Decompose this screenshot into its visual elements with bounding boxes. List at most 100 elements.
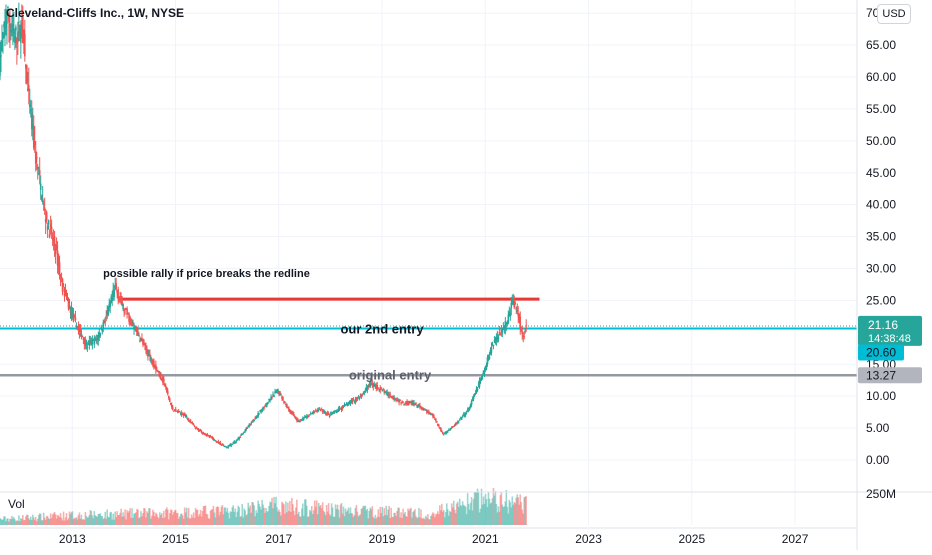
candle-body xyxy=(486,357,489,365)
volume-bar xyxy=(267,511,269,525)
volume-bar xyxy=(232,505,235,525)
candle-body xyxy=(23,29,25,35)
candle-body xyxy=(284,402,286,404)
volume-bar xyxy=(431,514,433,525)
candle-body xyxy=(267,402,269,404)
candle-body xyxy=(302,418,304,421)
candle-body xyxy=(452,426,455,428)
volume-bar xyxy=(488,498,491,525)
candle-body xyxy=(249,424,251,426)
candle-body xyxy=(312,411,315,414)
volume-bar xyxy=(320,508,323,525)
volume-bar xyxy=(506,506,509,525)
candle-body xyxy=(440,427,442,431)
candle-body xyxy=(387,392,389,396)
price-tick-label: 50.00 xyxy=(866,134,896,148)
last-price-badge-bg xyxy=(858,315,922,346)
candle-body xyxy=(24,33,26,57)
candle-body xyxy=(148,354,150,357)
candle-body xyxy=(479,378,482,381)
annotation-second-entry: our 2nd entry xyxy=(340,322,424,337)
volume-bar xyxy=(470,497,473,525)
candle-body xyxy=(465,411,468,413)
volume-bar xyxy=(69,513,72,525)
candle-body xyxy=(507,314,510,324)
currency-button[interactable]: USD xyxy=(877,4,911,24)
candle-body xyxy=(68,305,71,308)
volume-bar xyxy=(382,516,385,525)
candle-body xyxy=(116,290,118,294)
candle-body xyxy=(14,35,16,44)
volume-bar xyxy=(240,515,243,525)
volume-bar xyxy=(19,521,21,525)
candle-body xyxy=(235,440,238,442)
volume-bar xyxy=(278,509,280,525)
volume-bar xyxy=(10,519,12,525)
volume-bar xyxy=(293,510,295,525)
candle-body xyxy=(383,390,386,393)
volume-bar xyxy=(276,507,278,525)
candle-body xyxy=(179,413,182,415)
candle-body xyxy=(386,391,388,393)
volume-bar xyxy=(422,518,424,525)
volume-bar xyxy=(175,513,178,525)
volume-bar xyxy=(477,491,480,525)
candle-body xyxy=(13,31,15,34)
candle-body xyxy=(29,109,32,112)
volume-bar xyxy=(195,509,198,525)
candle-body xyxy=(318,408,321,410)
volume-bar xyxy=(447,515,450,525)
volume-bar xyxy=(8,521,10,525)
candle-body xyxy=(52,237,55,241)
candle-body xyxy=(243,431,246,433)
volume-bar xyxy=(349,507,352,525)
candle-body xyxy=(353,400,356,402)
candle-body xyxy=(382,389,385,391)
volume-bar xyxy=(317,502,320,525)
volume-bar xyxy=(236,511,239,525)
candle-body xyxy=(279,391,281,393)
volume-bar xyxy=(100,515,103,525)
candle-body xyxy=(367,386,370,388)
volume-bar xyxy=(13,517,15,525)
candle-body xyxy=(239,436,242,438)
volume-bar xyxy=(219,511,222,525)
volume-bar xyxy=(98,514,101,525)
volume-bar xyxy=(389,518,391,525)
candle-body xyxy=(223,446,226,448)
candle-body xyxy=(101,328,104,332)
candle-body xyxy=(226,447,229,449)
volume-bar xyxy=(237,505,240,525)
volume-bar xyxy=(247,502,250,525)
candle-body xyxy=(133,324,135,329)
volume-bar xyxy=(258,503,260,525)
candle-body xyxy=(509,312,512,317)
volume-bar xyxy=(177,518,180,525)
chart-title: Cleveland-Cliffs Inc., 1W, NYSE xyxy=(6,6,185,20)
candle-body xyxy=(483,370,486,374)
candle-body xyxy=(195,427,198,429)
candle-body xyxy=(142,341,144,345)
volume-bar xyxy=(466,493,469,525)
volume-bar xyxy=(351,513,354,525)
volume-bar xyxy=(259,506,261,525)
volume-max-label: 250M xyxy=(866,487,896,501)
volume-layer xyxy=(0,487,527,525)
volume-bar xyxy=(220,506,223,525)
volume-bar xyxy=(364,505,367,525)
volume-bar xyxy=(425,515,427,525)
candle-body xyxy=(234,441,237,443)
candle-body xyxy=(7,7,9,9)
volume-bar xyxy=(33,519,36,525)
volume-bar xyxy=(438,514,440,525)
volume-bar xyxy=(129,508,131,525)
candle-body xyxy=(411,401,413,404)
volume-bar xyxy=(270,502,272,525)
candle-body xyxy=(330,413,333,415)
volume-bar xyxy=(433,513,435,525)
volume-bar xyxy=(357,516,360,525)
candle-body xyxy=(105,316,108,318)
volume-bar xyxy=(80,514,83,525)
